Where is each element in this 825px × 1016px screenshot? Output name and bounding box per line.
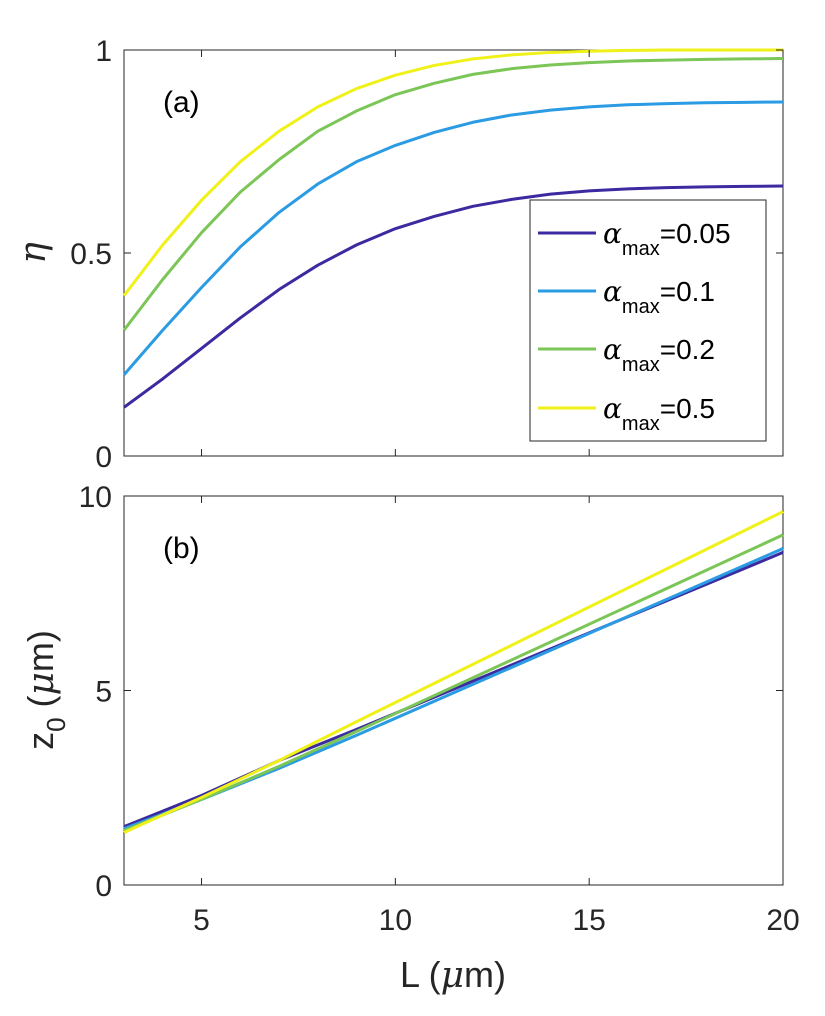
y-tick-label: 5 xyxy=(95,676,112,709)
legend-symbol: α xyxy=(603,275,622,308)
panel-label: (a) xyxy=(163,86,200,119)
series-line-4 xyxy=(122,48,783,297)
x-axis-label-prefix: L ( xyxy=(400,954,441,995)
series-line-3 xyxy=(122,57,784,332)
series-line-1 xyxy=(123,184,784,409)
y-axis-label-a: η xyxy=(13,242,54,264)
legend-symbol: α xyxy=(603,217,622,250)
y-tick-label: 1 xyxy=(95,35,112,68)
legend-symbol: α xyxy=(603,333,622,366)
y-axis-label-mid: ( xyxy=(20,695,61,717)
legend-value: =0.1 xyxy=(660,276,715,307)
legend-item-2: αmax=0.1 xyxy=(538,275,715,318)
legend-symbol: α xyxy=(603,392,622,425)
series-line-2 xyxy=(122,100,784,376)
legend-box xyxy=(529,199,767,442)
y-axis-label-suffix: m) xyxy=(20,630,61,672)
legend-label: αmax=0.2 xyxy=(603,333,715,376)
x-axis-label-suffix: m) xyxy=(464,954,506,995)
legend-item-4: αmax=0.5 xyxy=(538,392,715,435)
panel-b: 5 10 15 20 0 5 10 (b) xyxy=(79,481,800,937)
x-tick-label: 10 xyxy=(379,904,412,937)
x-tick-label: 20 xyxy=(766,904,799,937)
y-tick-label: 0 xyxy=(95,870,112,903)
legend-subscript: max xyxy=(622,413,660,435)
legend-label: αmax=0.1 xyxy=(603,275,715,318)
legend-subscript: max xyxy=(622,296,660,318)
x-axis-label-symbol: μ xyxy=(441,955,464,996)
legend-subscript: max xyxy=(622,238,660,260)
x-tick-label: 15 xyxy=(572,904,605,937)
legend-value: =0.5 xyxy=(660,393,715,424)
legend-subscript: max xyxy=(622,354,660,376)
y-axis-label-symbol: μ xyxy=(21,672,62,695)
y-tick-label: 0 xyxy=(95,441,112,474)
y-axis-label-b: z0 (μm) xyxy=(20,630,71,750)
legend-item-1: αmax=0.05 xyxy=(538,217,731,260)
y-axis-label-prefix: z xyxy=(20,732,61,750)
legend-value: =0.2 xyxy=(660,334,715,365)
panel-label: (b) xyxy=(163,532,200,565)
y-tick-label: 10 xyxy=(79,481,112,514)
legend-label: αmax=0.5 xyxy=(603,392,715,435)
y-axis-label-subscript: 0 xyxy=(41,717,71,731)
y-tick-label: 0.5 xyxy=(70,238,112,271)
series-line-4 xyxy=(123,510,784,834)
x-tick-label: 5 xyxy=(193,904,210,937)
legend-item-3: αmax=0.2 xyxy=(538,333,715,376)
x-axis-label: L (μm) xyxy=(400,954,506,996)
legend-label: αmax=0.05 xyxy=(603,217,731,260)
legend-value: =0.05 xyxy=(660,218,731,249)
